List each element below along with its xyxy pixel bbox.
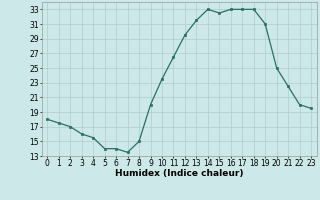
X-axis label: Humidex (Indice chaleur): Humidex (Indice chaleur)	[115, 169, 244, 178]
